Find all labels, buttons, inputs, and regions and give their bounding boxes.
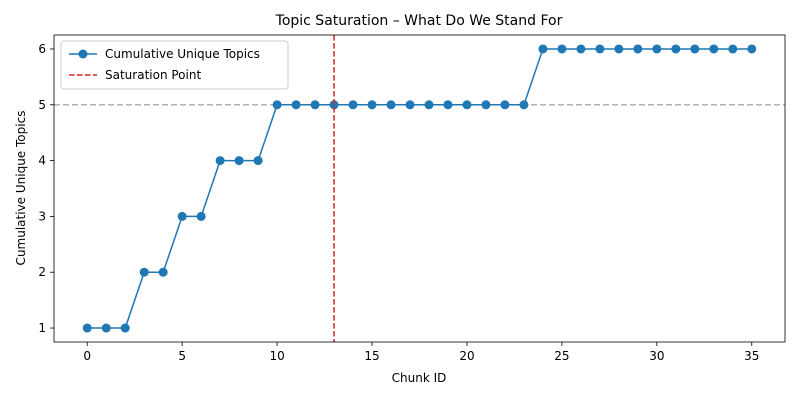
data-point — [348, 100, 358, 110]
y-tick-label: 2 — [38, 265, 46, 279]
data-point — [272, 100, 282, 110]
data-point — [481, 100, 491, 110]
data-point — [443, 100, 453, 110]
x-tick-label: 30 — [649, 349, 664, 363]
legend-label-saturation: Saturation Point — [105, 68, 201, 82]
y-axis-title: Cumulative Unique Topics — [14, 111, 28, 266]
data-point — [386, 100, 396, 110]
data-point — [82, 323, 92, 333]
data-point — [253, 156, 263, 166]
data-point — [747, 44, 757, 54]
data-point — [728, 44, 738, 54]
y-tick-label: 4 — [38, 154, 46, 168]
data-point — [614, 44, 624, 54]
data-point — [424, 100, 434, 110]
data-point — [462, 100, 472, 110]
x-tick-label: 35 — [744, 349, 759, 363]
data-point — [367, 100, 377, 110]
data-point — [671, 44, 681, 54]
data-point — [234, 156, 244, 166]
data-point — [652, 44, 662, 54]
axes-frame — [53, 34, 786, 343]
data-point — [291, 100, 301, 110]
data-point — [215, 156, 225, 166]
legend-marker-series — [78, 49, 88, 59]
data-point — [310, 100, 320, 110]
data-point — [595, 44, 605, 54]
x-axis-title: Chunk ID — [392, 371, 447, 385]
x-tick-label: 25 — [554, 349, 569, 363]
y-tick-label: 1 — [38, 321, 46, 335]
legend: Cumulative Unique Topics Saturation Point — [60, 40, 289, 90]
data-point — [139, 267, 149, 277]
data-point — [576, 44, 586, 54]
x-tick-label: 10 — [269, 349, 284, 363]
y-tick-label: 5 — [38, 98, 46, 112]
data-point — [690, 44, 700, 54]
x-tick-label: 20 — [459, 349, 474, 363]
data-point — [500, 100, 510, 110]
data-point — [120, 323, 130, 333]
plot-area: 0 5 10 15 20 25 30 35 1 2 3 4 5 6 — [38, 34, 786, 363]
chart-title: Topic Saturation – What Do We Stand For — [275, 13, 563, 29]
data-point — [177, 211, 187, 221]
data-point — [196, 211, 206, 221]
y-tick-label: 6 — [38, 42, 46, 56]
data-point — [557, 44, 567, 54]
x-tick-label: 0 — [83, 349, 91, 363]
data-point — [329, 100, 339, 110]
x-tick-label: 15 — [364, 349, 379, 363]
series-line — [87, 48, 752, 329]
data-point — [709, 44, 719, 54]
x-tick-label: 5 — [178, 349, 186, 363]
data-point — [158, 267, 168, 277]
data-point — [538, 44, 548, 54]
y-tick-label: 3 — [38, 209, 46, 223]
data-point — [101, 323, 111, 333]
legend-box — [60, 40, 289, 90]
data-point — [519, 100, 529, 110]
data-point — [405, 100, 415, 110]
data-point — [633, 44, 643, 54]
legend-label-series: Cumulative Unique Topics — [105, 47, 260, 61]
